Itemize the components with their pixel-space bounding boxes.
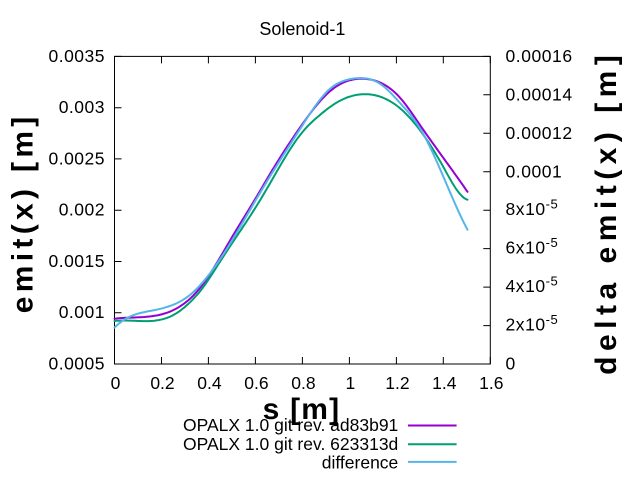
svg-text:0.6: 0.6 xyxy=(244,373,268,393)
svg-text:4x10-5: 4x10-5 xyxy=(506,274,559,296)
svg-text:8x10-5: 8x10-5 xyxy=(506,197,559,219)
svg-text:0.00012: 0.00012 xyxy=(506,123,573,143)
svg-text:0.003: 0.003 xyxy=(59,97,105,117)
svg-text:2x10-5: 2x10-5 xyxy=(506,312,559,334)
svg-text:emit(x) [m]: emit(x) [m] xyxy=(7,112,40,313)
svg-text:OPALX 1.0 git rev. 623313d: OPALX 1.0 git rev. 623313d xyxy=(183,434,398,454)
svg-text:0: 0 xyxy=(111,373,121,393)
svg-text:0.0015: 0.0015 xyxy=(48,251,105,271)
svg-text:6x10-5: 6x10-5 xyxy=(506,235,559,257)
svg-text:0.00016: 0.00016 xyxy=(506,46,573,66)
svg-text:1: 1 xyxy=(346,373,356,393)
svg-text:1.2: 1.2 xyxy=(385,373,409,393)
svg-text:0.0025: 0.0025 xyxy=(48,148,105,168)
svg-text:0.8: 0.8 xyxy=(291,373,315,393)
svg-text:1.4: 1.4 xyxy=(432,373,457,393)
svg-text:0.2: 0.2 xyxy=(150,373,174,393)
svg-text:0: 0 xyxy=(506,354,516,374)
svg-text:0.0001: 0.0001 xyxy=(506,161,563,181)
svg-text:0.4: 0.4 xyxy=(197,373,222,393)
svg-text:0.0035: 0.0035 xyxy=(48,46,105,66)
svg-text:1.6: 1.6 xyxy=(479,373,503,393)
svg-text:OPALX 1.0 git rev. ad83b91: OPALX 1.0 git rev. ad83b91 xyxy=(183,415,398,435)
svg-text:0.0005: 0.0005 xyxy=(48,354,105,374)
svg-text:delta emit(x) [m]: delta emit(x) [m] xyxy=(590,50,623,375)
svg-text:s [m]: s [m] xyxy=(263,393,341,426)
svg-text:0.00014: 0.00014 xyxy=(506,84,573,104)
svg-text:0.001: 0.001 xyxy=(59,302,105,322)
svg-text:0.002: 0.002 xyxy=(59,200,105,220)
svg-text:Solenoid-1: Solenoid-1 xyxy=(259,19,345,39)
svg-text:difference: difference xyxy=(322,452,399,472)
